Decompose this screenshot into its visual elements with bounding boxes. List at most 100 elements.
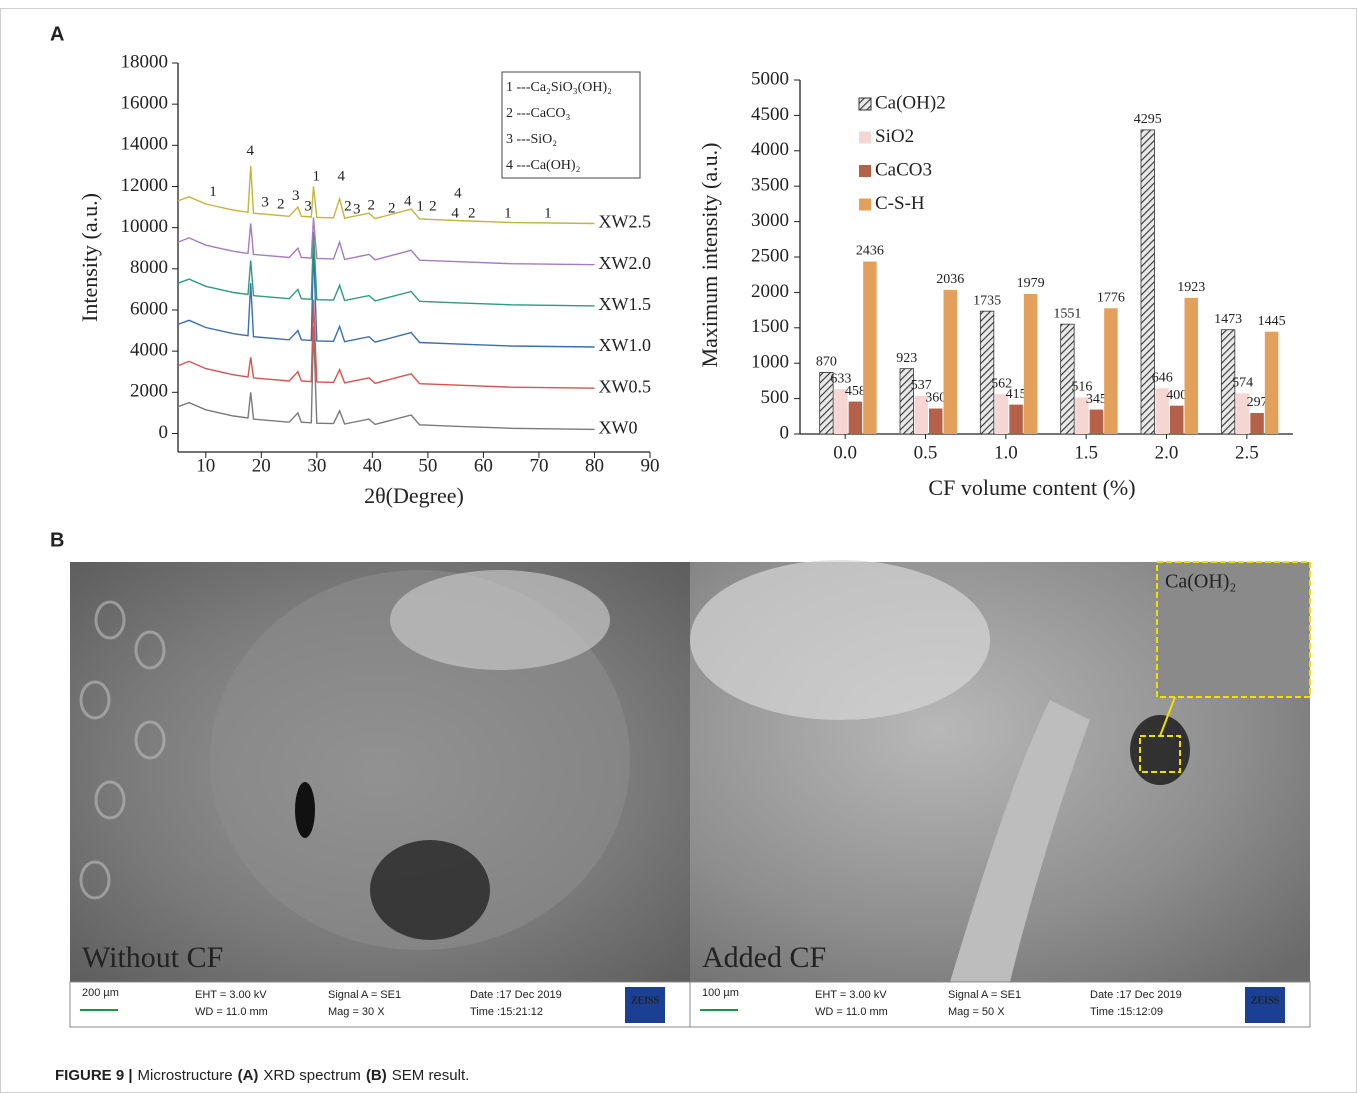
x-tick-label: 30 bbox=[307, 455, 326, 476]
bar-value-label: 923 bbox=[896, 351, 917, 366]
bar-value-label: 1776 bbox=[1097, 290, 1125, 305]
y-tick-label: 16000 bbox=[121, 93, 169, 114]
sem-info-date: Date :17 Dec 2019 bbox=[470, 989, 562, 1001]
spectrum-line bbox=[178, 326, 595, 429]
legend-swatch bbox=[859, 165, 871, 177]
bar bbox=[1170, 406, 1184, 434]
y-axis-label: Intensity (a.u.) bbox=[77, 193, 102, 322]
peak-annotation: 2 bbox=[277, 196, 285, 212]
caption-part: (B) bbox=[366, 1067, 387, 1084]
caption-part: FIGURE 9 | bbox=[55, 1067, 133, 1084]
x-tick-label: 2.0 bbox=[1155, 442, 1179, 463]
inset-label: Ca(OH)₂ bbox=[1165, 571, 1236, 593]
legend-label: 3 ---SiO₂ bbox=[506, 132, 557, 147]
y-tick-label: 2500 bbox=[751, 245, 789, 266]
x-tick-label: 1.0 bbox=[994, 442, 1018, 463]
x-axis-label: CF volume content (%) bbox=[928, 475, 1135, 500]
sem-info-eht: EHT = 3.00 kV bbox=[815, 989, 887, 1001]
bar-value-label: 297 bbox=[1247, 395, 1268, 410]
y-tick-label: 4000 bbox=[751, 139, 789, 160]
peak-annotation: 1 bbox=[416, 199, 424, 215]
x-tick-label: 2.5 bbox=[1235, 442, 1259, 463]
zeiss-logo-text: ZEISS bbox=[631, 995, 660, 1006]
series-label: XW0 bbox=[598, 417, 637, 437]
bar bbox=[944, 290, 958, 434]
peak-annotation: 3 bbox=[353, 201, 361, 217]
x-tick-label: 70 bbox=[529, 455, 548, 476]
caption-part: SEM result. bbox=[392, 1067, 470, 1084]
peak-annotation: 1 bbox=[544, 206, 552, 222]
sem-info-signal: Signal A = SE1 bbox=[948, 989, 1021, 1001]
peak-annotation: 4 bbox=[451, 206, 459, 222]
texture bbox=[295, 782, 315, 838]
bar bbox=[929, 409, 943, 434]
y-tick-label: 6000 bbox=[130, 298, 168, 319]
bar bbox=[1009, 405, 1023, 434]
y-tick-label: 10000 bbox=[121, 216, 169, 237]
peak-annotation: 3 bbox=[292, 188, 300, 204]
peak-annotation: 2 bbox=[344, 199, 352, 215]
x-tick-label: 50 bbox=[418, 455, 437, 476]
y-tick-label: 2000 bbox=[130, 381, 168, 402]
bar-value-label: 870 bbox=[816, 355, 837, 370]
legend-label: CaCO3 bbox=[875, 159, 932, 180]
y-tick-label: 2000 bbox=[751, 281, 789, 302]
texture bbox=[370, 840, 490, 940]
sem-info-mag: Mag = 50 X bbox=[948, 1006, 1005, 1018]
legend-swatch bbox=[859, 98, 871, 110]
legend-label: 1 ---Ca₂SiO₃(OH)₂ bbox=[506, 80, 612, 95]
sem-info-wd: WD = 11.0 mm bbox=[195, 1006, 268, 1018]
y-tick-label: 14000 bbox=[121, 134, 169, 155]
legend-label: C-S-H bbox=[875, 193, 925, 214]
peak-annotation: 2 bbox=[468, 206, 476, 222]
bar-value-label: 1551 bbox=[1053, 306, 1081, 321]
bar-value-label: 1979 bbox=[1017, 276, 1045, 291]
peak-annotation: 2 bbox=[429, 199, 437, 215]
bar-value-label: 345 bbox=[1086, 392, 1107, 407]
sem-info-signal: Signal A = SE1 bbox=[328, 989, 401, 1001]
sem-info-date: Date :17 Dec 2019 bbox=[1090, 989, 1182, 1001]
series-label: XW2.0 bbox=[598, 253, 651, 273]
peak-annotation: 2 bbox=[388, 201, 396, 217]
y-tick-label: 0 bbox=[780, 422, 790, 443]
bar-value-label: 4295 bbox=[1134, 112, 1162, 127]
legend-swatch bbox=[859, 132, 871, 144]
spectrum-line bbox=[178, 232, 595, 306]
panel-label: B bbox=[50, 529, 64, 551]
y-tick-label: 0 bbox=[159, 422, 169, 443]
bar bbox=[1024, 294, 1037, 434]
panel-label: A bbox=[50, 23, 64, 45]
texture bbox=[390, 570, 610, 670]
legend-label: 2 ---CaCO₃ bbox=[506, 106, 570, 121]
peak-annotation: 4 bbox=[454, 185, 462, 201]
legend-label: Ca(OH)2 bbox=[875, 92, 946, 113]
x-tick-label: 0.0 bbox=[833, 442, 857, 463]
bar bbox=[1104, 308, 1118, 434]
scale-label: 100 µm bbox=[702, 987, 739, 999]
bar-value-label: 415 bbox=[1006, 387, 1027, 402]
y-tick-label: 3500 bbox=[751, 175, 789, 196]
bar bbox=[1141, 130, 1155, 434]
x-tick-label: 0.5 bbox=[914, 442, 938, 463]
peak-annotation: 1 bbox=[209, 184, 217, 200]
bar-value-label: 400 bbox=[1166, 388, 1187, 403]
bar-value-label: 574 bbox=[1232, 376, 1253, 391]
spectrum-line bbox=[178, 300, 595, 389]
legend-swatch bbox=[859, 199, 871, 211]
bar-value-label: 1735 bbox=[973, 293, 1001, 308]
bar-value-label: 1923 bbox=[1177, 280, 1205, 295]
y-tick-label: 500 bbox=[761, 387, 790, 408]
sem-info-time: Time :15:21:12 bbox=[470, 1006, 543, 1018]
bar-value-label: 1473 bbox=[1214, 312, 1242, 327]
scale-label: 200 µm bbox=[82, 987, 119, 999]
caption-part: XRD spectrum bbox=[263, 1067, 361, 1084]
y-tick-label: 4500 bbox=[751, 104, 789, 125]
peak-annotation: 1 bbox=[504, 206, 512, 222]
x-tick-label: 60 bbox=[474, 455, 493, 476]
y-tick-label: 1500 bbox=[751, 316, 789, 337]
bar-value-label: 2036 bbox=[936, 272, 964, 287]
x-tick-label: 1.5 bbox=[1074, 442, 1098, 463]
sem-info-time: Time :15:12:09 bbox=[1090, 1006, 1163, 1018]
y-tick-label: 4000 bbox=[130, 340, 168, 361]
bar bbox=[980, 311, 994, 434]
